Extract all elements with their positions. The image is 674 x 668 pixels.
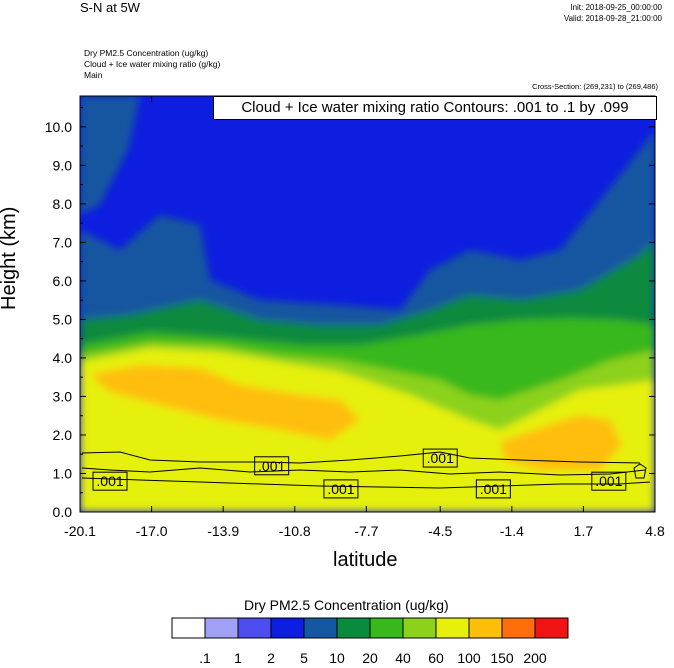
- colorbar-swatch: [336, 617, 371, 639]
- x-tick-label: 4.8: [645, 523, 665, 539]
- contour-label-box: [323, 479, 359, 499]
- colorbar-level-label: 10: [329, 650, 345, 666]
- colorbar: .1 1 2 5 10 20 40 60 100 150 200: [171, 617, 569, 666]
- contour-label-box: [475, 479, 511, 499]
- colorbar-level-label: .1: [199, 650, 211, 666]
- colorbar-swatch: [369, 617, 404, 639]
- contour-small-loop: [633, 463, 647, 479]
- field-line-1: Dry PM2.5 Concentration (ug/kg): [84, 48, 209, 58]
- x-tick-label: 1.7: [574, 523, 594, 539]
- x-tick-label: -13.9: [207, 523, 239, 539]
- field-line-3: Main: [84, 70, 103, 80]
- x-tick-label: -10.8: [279, 523, 311, 539]
- colorbar-swatch: [270, 617, 305, 639]
- contour-label: .001: [96, 473, 123, 489]
- y-tick-label: 3.0: [53, 388, 73, 404]
- contour-label: .001: [258, 458, 285, 474]
- colorbar-level-label: 1: [234, 650, 242, 666]
- field-description: Dry PM2.5 Concentration (ug/kg) Cloud + …: [84, 48, 220, 81]
- x-tick-label: -17.0: [136, 523, 168, 539]
- y-axis: 0.0 1.0 2.0 3.0 4.0 5.0 6.0 7.0 8.0 9.0 10.0: [45, 107, 655, 520]
- y-tick-label: 1.0: [53, 465, 73, 481]
- y-tick-label: 2.0: [53, 427, 73, 443]
- colorbar-swatch: [402, 617, 437, 639]
- contour-label: .001: [595, 473, 622, 489]
- y-axis-label: Height (km): [0, 206, 20, 310]
- colorbar-level-label: 150: [490, 650, 514, 666]
- y-tick-label: 8.0: [53, 196, 73, 212]
- x-tick-label: -4.5: [428, 523, 452, 539]
- colorbar-level-label: 2: [267, 650, 275, 666]
- colorbar-level-label: 200: [523, 650, 547, 666]
- contour-lines: [81, 451, 651, 489]
- colorbar-level-label: 40: [395, 650, 411, 666]
- x-axis-label: latitude: [333, 549, 398, 571]
- y-tick-label: 0.0: [53, 504, 73, 520]
- plot-title: S-N at 5W: [80, 0, 140, 15]
- colorbar-swatch: [171, 617, 206, 639]
- contour-label-box: [254, 456, 290, 476]
- init-time: Init: 2018-09-25_00:00:00: [570, 3, 662, 12]
- colorbar-swatch: [204, 617, 239, 639]
- contour-line-lower: [81, 477, 651, 489]
- y-tick-label: 9.0: [53, 157, 73, 173]
- x-tick-label: -7.7: [354, 523, 378, 539]
- colorbar-swatch: [534, 617, 569, 639]
- y-tick-label: 7.0: [53, 234, 73, 250]
- field-line-2: Cloud + Ice water mixing ratio (g/kg): [84, 59, 221, 69]
- colorbar-level-label: 100: [457, 650, 481, 666]
- colorbar-level-label: 60: [428, 650, 444, 666]
- contour-labels: .001 .001 .001 .001 .001 .001: [92, 448, 627, 499]
- cross-section-label: Cross-Section: (269,231) to (269,486): [532, 82, 658, 91]
- init-valid-times: Init: 2018-09-25_00:00:00 Valid: 2018-09…: [564, 2, 662, 24]
- contour-label-box: [92, 471, 128, 491]
- x-tick-label: -1.4: [500, 523, 524, 539]
- colorbar-level-label: 5: [300, 650, 308, 666]
- valid-time: Valid: 2018-09-28_21:00:00: [563, 14, 662, 23]
- contour-line-middle: [81, 467, 646, 476]
- contour-info-box: Cloud + Ice water mixing ratio Contours:…: [213, 96, 657, 120]
- y-tick-label: 4.0: [53, 350, 73, 366]
- colorbar-title: Dry PM2.5 Concentration (ug/kg): [244, 597, 449, 613]
- contour-label-box: [591, 471, 627, 491]
- colorbar-swatch: [501, 617, 536, 639]
- colorbar-swatch: [468, 617, 503, 639]
- field-band-150: [90, 365, 622, 470]
- x-axis: -20.1 -17.0 -13.9 -10.8 -7.7 -4.5 -1.4 1.7 4.8: [64, 96, 665, 539]
- y-tick-label: 6.0: [53, 273, 73, 289]
- y-tick-label: 10.0: [45, 119, 72, 135]
- contour-label: .001: [427, 450, 454, 466]
- colorbar-swatch: [303, 617, 338, 639]
- x-tick-label: -20.1: [64, 523, 96, 539]
- colorbar-swatch: [237, 617, 272, 639]
- contour-label-box: [422, 448, 458, 468]
- pm25-field: [80, 96, 655, 512]
- y-tick-label: 5.0: [53, 311, 73, 327]
- colorbar-level-label: 20: [362, 650, 378, 666]
- contour-line-upper: [81, 451, 641, 464]
- contour-label: .001: [480, 481, 507, 497]
- contour-label: .001: [327, 481, 354, 497]
- colorbar-swatch: [435, 617, 470, 639]
